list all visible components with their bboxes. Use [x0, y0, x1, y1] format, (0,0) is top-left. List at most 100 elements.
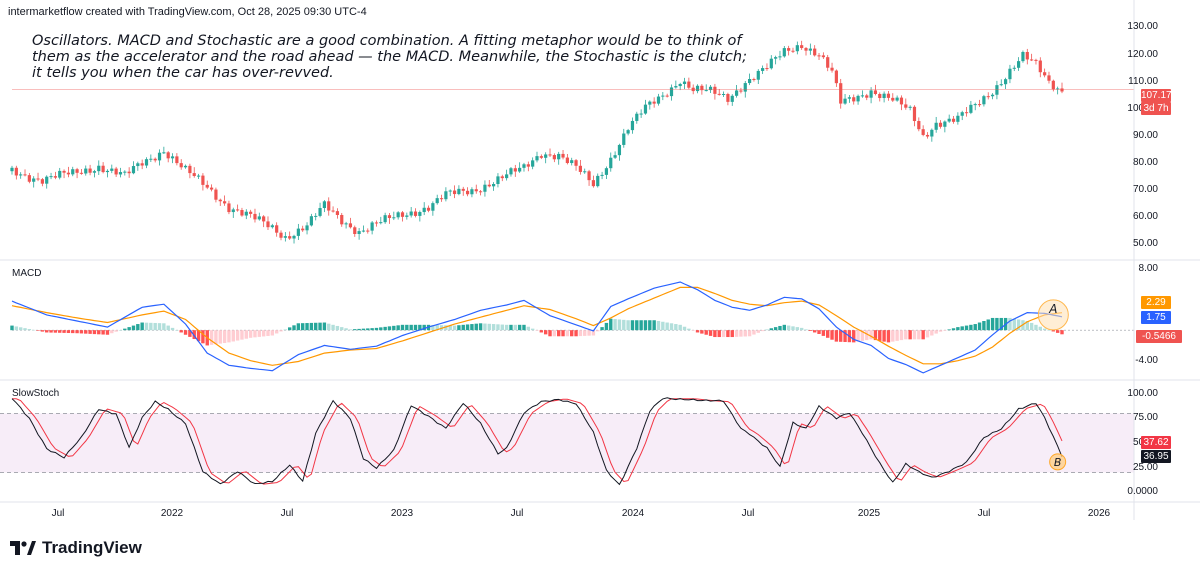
price-tick-label: 130.00 — [1127, 21, 1158, 33]
price-tick-label: 70.00 — [1132, 184, 1158, 196]
date-tick-label: Jul — [977, 508, 991, 519]
price-candle — [648, 101, 652, 105]
macd-histogram-bar — [144, 322, 149, 331]
macd-histogram-bar — [248, 330, 253, 338]
price-candle — [908, 106, 912, 108]
macd-histogram-bar — [752, 330, 756, 335]
macd-histogram-bar — [695, 330, 700, 333]
price-candle — [1012, 67, 1016, 69]
macd-histogram-bar — [591, 330, 596, 336]
price-candle — [609, 157, 613, 169]
macd-histogram-bar — [318, 322, 322, 331]
macd-histogram-bar — [157, 323, 162, 331]
price-candle — [144, 159, 149, 166]
price-candle — [452, 190, 457, 195]
price-tick-label: 120.00 — [1127, 48, 1158, 60]
price-candle — [635, 113, 639, 121]
macd-histogram-bar — [613, 319, 617, 331]
macd-histogram-bar — [396, 325, 400, 331]
macd-histogram-bar — [574, 330, 578, 337]
price-candle — [1043, 72, 1047, 76]
macd-histogram-bar — [899, 330, 904, 341]
last-price-tag: 107.17 — [1141, 89, 1172, 102]
macd-histogram-bar — [921, 330, 925, 340]
price-candle — [279, 232, 283, 238]
price-candle — [492, 183, 496, 187]
macd-histogram-bar — [500, 324, 504, 331]
price-candle — [179, 163, 183, 168]
macd-histogram-bar — [170, 327, 175, 331]
macd-histogram-bar — [465, 324, 470, 331]
price-candle — [752, 79, 756, 81]
macd-histogram-bar — [340, 327, 344, 331]
price-candle — [934, 122, 938, 130]
price-candle — [734, 90, 739, 96]
macd-histogram-bar — [865, 330, 869, 341]
macd-marker-label: A — [1048, 302, 1057, 316]
macd-histogram-bar — [392, 325, 396, 331]
price-candle — [878, 94, 882, 99]
price-candle — [340, 214, 344, 225]
macd-histogram-bar — [491, 324, 496, 331]
price-candle — [678, 83, 682, 87]
date-tick-label: Jul — [741, 508, 755, 519]
macd-histogram-bar — [105, 330, 110, 335]
price-candle — [1017, 61, 1021, 68]
price-candle — [465, 190, 470, 195]
price-candle — [275, 225, 279, 233]
macd-histogram-bar — [977, 322, 982, 331]
tradingview-logo[interactable]: TradingView — [10, 538, 142, 558]
annotation-line-3: it tells you when the car has over-revve… — [32, 65, 334, 81]
macd-histogram-bar — [583, 330, 587, 336]
macd-histogram-bar — [53, 330, 58, 333]
macd-histogram-bar — [114, 330, 118, 332]
macd-histogram-bar — [75, 330, 79, 334]
macd-histogram-bar — [101, 330, 105, 335]
macd-histogram-bar — [552, 330, 557, 337]
macd-histogram-bar — [873, 330, 878, 341]
macd-histogram-bar — [938, 330, 943, 332]
macd-histogram-bar — [600, 327, 604, 331]
price-candle — [84, 168, 88, 174]
price-candle — [361, 230, 366, 232]
macd-histogram-bar — [45, 330, 49, 333]
macd-histogram-bar — [517, 324, 522, 331]
price-tick-label: 50.00 — [1132, 238, 1158, 250]
price-candle — [587, 171, 591, 181]
macd-histogram-bar — [227, 330, 231, 343]
macd-histogram-bar — [869, 330, 873, 340]
price-candle — [912, 106, 917, 122]
price-candle — [817, 55, 821, 57]
macd-histogram-bar — [934, 330, 938, 334]
macd-histogram-bar — [665, 322, 669, 331]
price-candle — [860, 95, 865, 97]
price-candle — [1021, 51, 1025, 62]
macd-histogram-bar — [622, 319, 626, 331]
macd-histogram-bar — [969, 324, 973, 331]
macd-histogram-bar — [192, 330, 196, 340]
macd-histogram-bar — [452, 325, 457, 331]
macd-histogram-bar — [960, 326, 964, 331]
price-candle — [396, 212, 400, 218]
attribution-text: intermarketflow created with TradingView… — [8, 6, 367, 18]
macd-histogram-bar — [535, 330, 539, 331]
macd-histogram-bar — [795, 327, 800, 331]
macd-histogram-bar — [496, 324, 500, 331]
price-candle — [695, 85, 700, 92]
macd-histogram-bar — [279, 330, 283, 332]
price-candle — [331, 210, 335, 212]
macd-histogram-bar — [400, 324, 405, 331]
price-candle — [938, 122, 943, 127]
stoch-d-tag: 37.62 — [1141, 436, 1171, 449]
price-candle — [448, 190, 452, 192]
price-candle — [669, 87, 674, 97]
macd-histogram-bar — [149, 322, 153, 331]
stoch-tick-label: 25.00 — [1132, 461, 1158, 473]
macd-histogram-bar — [786, 325, 791, 331]
price-candle — [244, 211, 248, 216]
macd-histogram-bar — [435, 325, 439, 331]
price-candle — [314, 215, 318, 217]
price-candle — [413, 211, 418, 216]
stoch-k-line — [11, 397, 1063, 486]
macd-histogram-bar — [305, 323, 309, 331]
